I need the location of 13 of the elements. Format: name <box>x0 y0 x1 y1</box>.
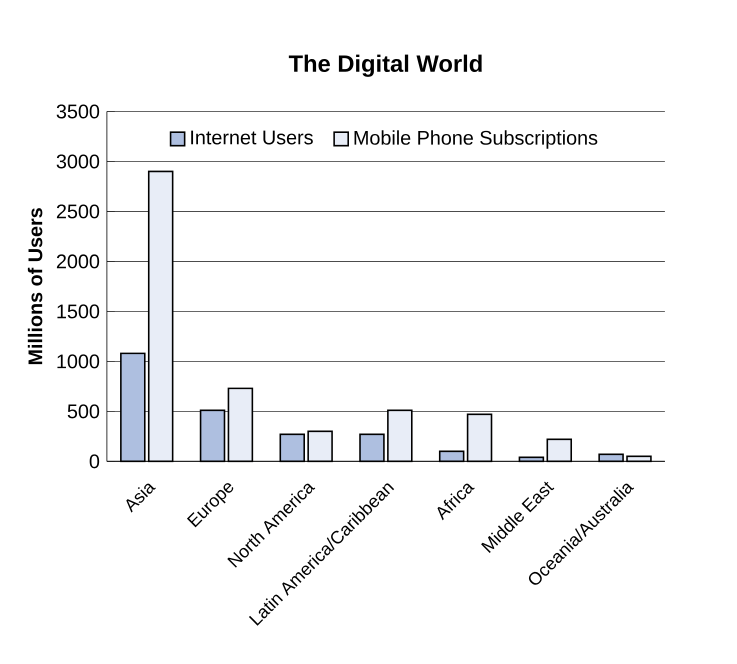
chart-title: The Digital World <box>288 54 482 77</box>
y-tick-label: 2000 <box>56 254 100 268</box>
y-tick-label: 0 <box>90 454 100 468</box>
x-tick-label: Asia <box>126 484 156 513</box>
y-tick-label: 3500 <box>56 104 100 119</box>
y-tick-label: 3000 <box>56 154 100 169</box>
y-tick-label: 2500 <box>56 204 100 218</box>
y-axis-title: Millions of Users <box>28 208 42 364</box>
y-tick-label: 1000 <box>57 354 100 368</box>
legend-label: Internet Users <box>191 130 313 145</box>
legend-label: Mobile Phone Subscriptions <box>354 130 598 149</box>
y-tick-label: 1500 <box>57 304 100 318</box>
y-tick-label: 500 <box>68 404 100 418</box>
